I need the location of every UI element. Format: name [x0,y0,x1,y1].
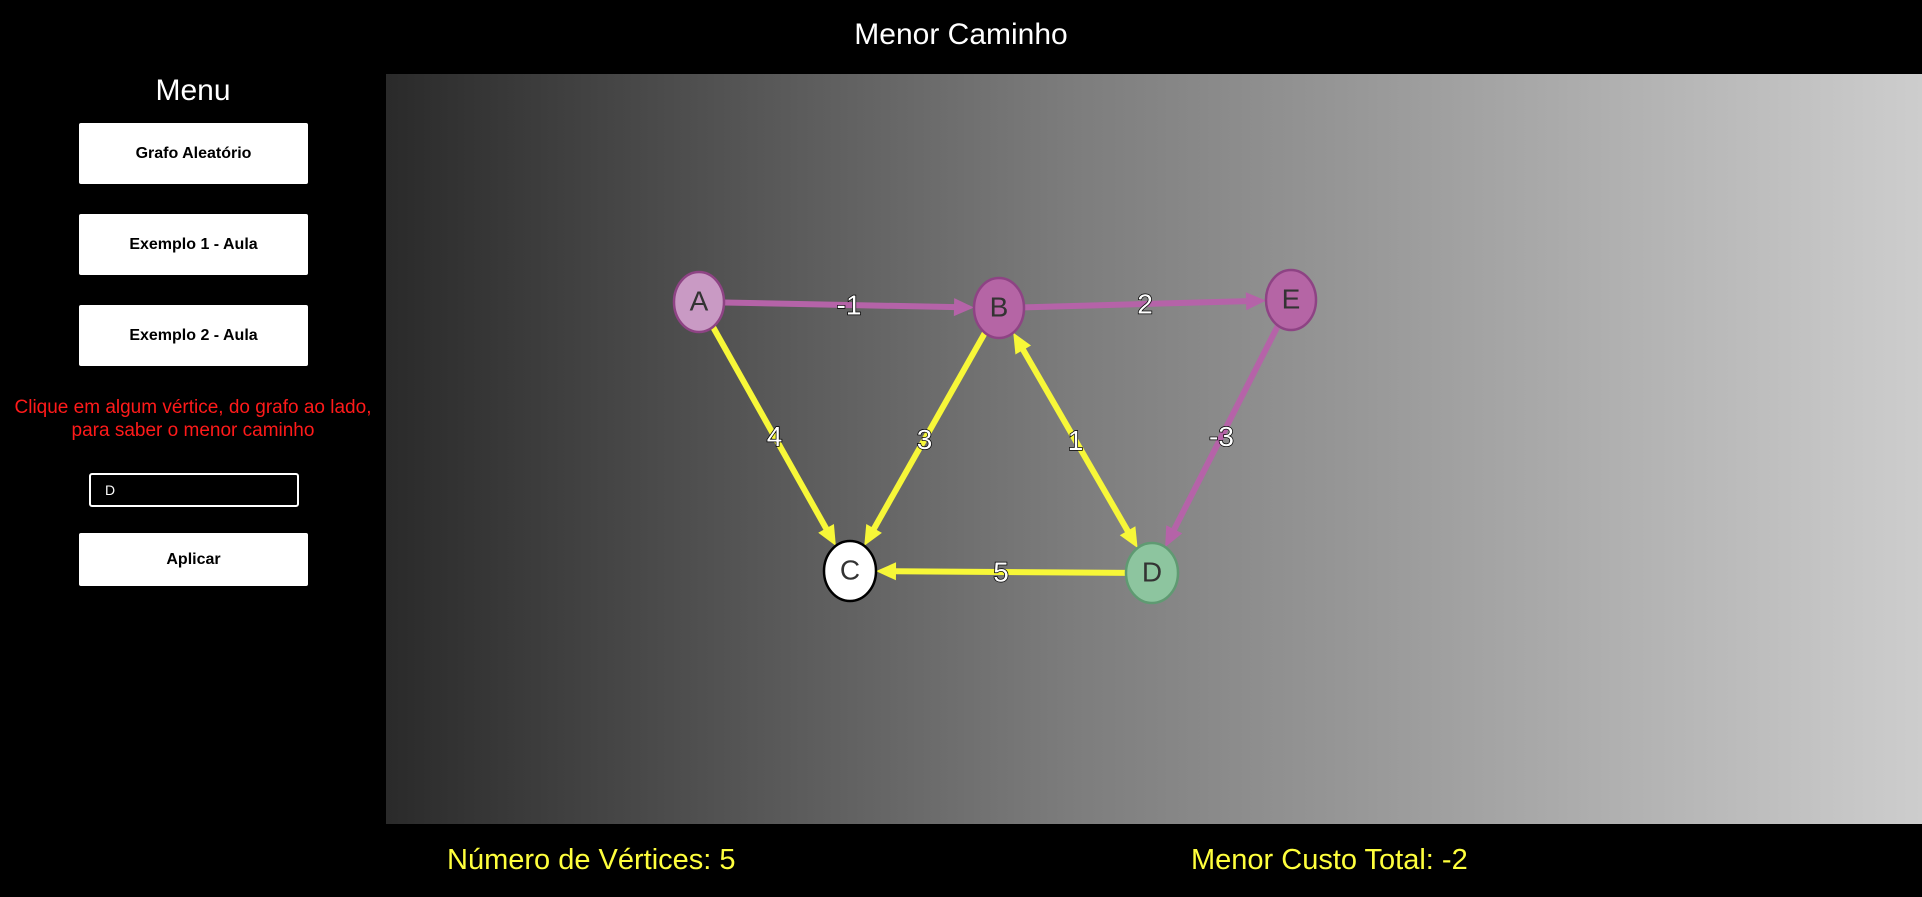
edge-E-D[interactable] [1165,324,1281,548]
edge-B-C[interactable] [864,331,988,546]
edge-A-C[interactable] [710,325,836,546]
vertex-label: C [840,555,860,586]
edge-arrowhead [875,562,897,581]
edge-arrowhead [953,298,975,317]
edge-line [1170,324,1281,533]
vertex-circle [1124,541,1180,605]
edge-D-C[interactable] [875,562,1127,581]
vertex-E[interactable]: E [1264,268,1318,332]
edge-B-E[interactable] [1023,292,1267,311]
edge-line [870,331,988,532]
vertex-label: B [990,292,1009,323]
graph-canvas[interactable]: A B C D E -1 2 4 3 1 -3 5 [386,74,1922,824]
edge-arrowhead [1119,526,1138,549]
vertex-label: A [690,286,709,317]
vertex-circle [672,270,726,334]
instructions-line-1: Clique em algum vértice, do grafo ao lad… [14,397,372,418]
edge-weight-A-C: 4 [767,421,783,452]
edge-line [710,325,830,532]
example-2-button[interactable]: Exemplo 2 - Aula [79,305,308,366]
edge-line [1023,298,1249,311]
edge-weight-B-E: 2 [1137,289,1153,320]
apply-button[interactable]: Aplicar [79,533,308,586]
vertex-C[interactable]: C [822,539,878,603]
edge-line [1019,346,1132,534]
vertex-count-text: Número de Vértices: 5 [447,844,736,876]
vertex-label: D [1142,557,1162,588]
edge-weight-B-D: 1 [1068,425,1084,456]
vertex-A[interactable]: A [672,270,726,334]
graph-svg: A B C D E -1 2 4 3 1 -3 5 [672,268,1318,605]
edge-arrowhead [864,524,882,546]
page-title: Menor Caminho [854,18,1068,51]
vertex-label: E [1282,284,1301,315]
vertex-D[interactable]: D [1124,541,1180,605]
min-cost-text: Menor Custo Total: -2 [1191,844,1468,876]
edge-weight-E-D: -3 [1209,421,1234,452]
random-graph-button[interactable]: Grafo Aleatório [79,123,308,184]
vertex-circle [972,276,1026,340]
menu-title: Menu [155,74,231,107]
vertex-B[interactable]: B [972,276,1026,340]
vertex-circle [822,539,878,603]
edge-arrowhead [1245,292,1267,311]
edge-B-D[interactable] [1013,332,1138,549]
nodes-layer: A B C D E [672,268,1318,605]
vertex-circle [1264,268,1318,332]
instructions-text: Clique em algum vértice, do grafo ao lad… [0,396,386,442]
vertex-input[interactable] [89,473,299,507]
instructions-line-2: para saber o menor caminho [71,420,315,441]
edge-weight-D-C: 5 [993,557,1009,588]
edge-weight-B-C: 3 [917,424,933,455]
edge-arrowhead [1013,332,1032,355]
edge-line [723,299,957,311]
edge-line [893,568,1127,576]
edge-arrowhead [818,523,836,546]
edge-weight-A-B: -1 [837,290,862,321]
example-1-button[interactable]: Exemplo 1 - Aula [79,214,308,275]
sidebar: Menu Grafo Aleatório Exemplo 1 - Aula Ex… [0,74,386,834]
edge-arrowhead [1165,525,1183,548]
edge-A-B[interactable] [723,298,975,317]
edge-labels-layer: -1 2 4 3 1 -3 5 [766,288,1235,589]
edges-layer [710,292,1281,581]
